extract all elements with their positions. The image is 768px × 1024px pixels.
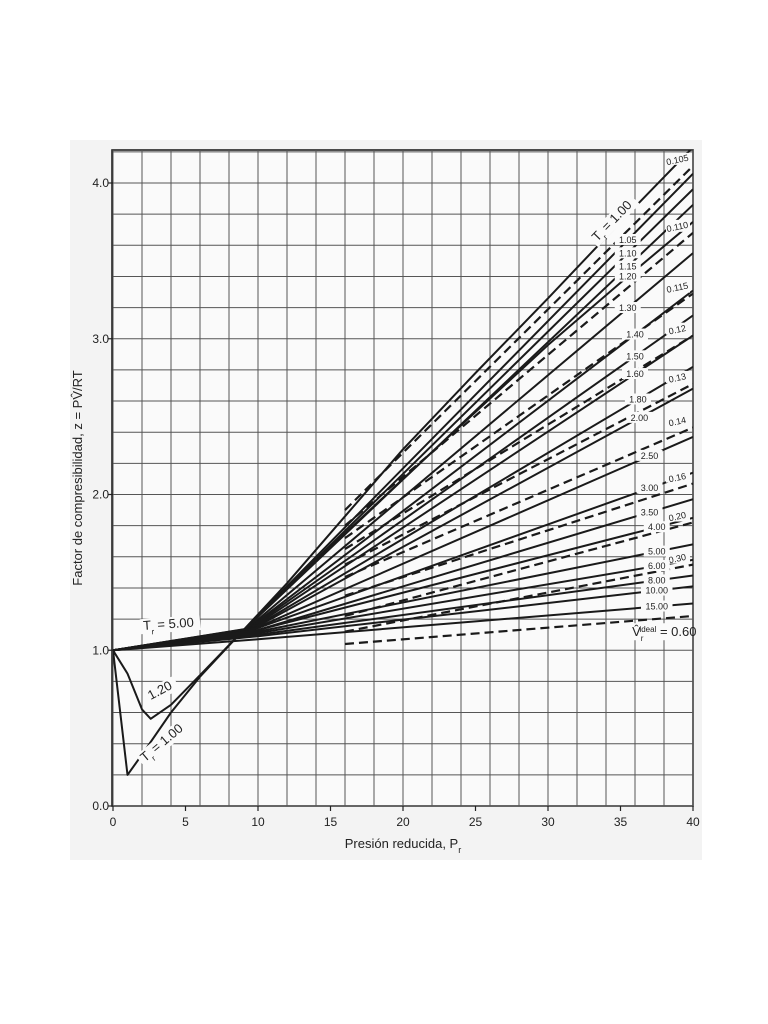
- x-tick-label: 35: [614, 815, 628, 829]
- x-tick-label: 5: [182, 815, 189, 829]
- ideal-label-bg: [628, 623, 691, 641]
- volume-label: 0.105: [665, 153, 689, 167]
- volume-label-bg: [666, 414, 690, 427]
- volume-curve: [344, 426, 693, 579]
- y-tick-label: 0.0: [92, 799, 109, 813]
- annotation-bg: [139, 615, 201, 635]
- volume-label: 0.16: [668, 471, 687, 484]
- annotation-bg: [587, 193, 640, 248]
- volume-label: 0.13: [668, 371, 687, 384]
- temperature-label: 3.00: [641, 483, 659, 493]
- volume-label: 0.12: [668, 323, 687, 336]
- temperature-label-bg: [614, 270, 641, 282]
- temperature-label-bg: [622, 328, 648, 340]
- temperature-label: 1.20: [619, 272, 637, 282]
- temperature-label: 3.50: [641, 507, 659, 517]
- x-tick-label: 20: [396, 815, 410, 829]
- x-tick-label: 25: [469, 815, 483, 829]
- volume-label-bg: [666, 280, 690, 293]
- temperature-label: 1.05: [619, 235, 637, 245]
- x-tick-label: 30: [541, 815, 555, 829]
- temperature-label: 1.10: [619, 248, 637, 258]
- volume-curve: [344, 521, 693, 618]
- y-tick-label: 1.0: [92, 643, 109, 657]
- temperature-label: 1.40: [626, 330, 644, 340]
- temperature-label-bg: [614, 233, 641, 245]
- x-tick-label: 15: [324, 815, 338, 829]
- temperature-label-bg: [643, 521, 670, 533]
- temperature-label: 1.60: [626, 369, 644, 379]
- volume-label: 0.20: [668, 510, 687, 523]
- temperature-label-bg: [626, 411, 653, 423]
- x-axis-title: Presión reducida, Pr: [345, 836, 461, 855]
- temperature-label-bg: [636, 506, 663, 518]
- temperature-label: 8.00: [648, 575, 666, 585]
- volume-label: 0.30: [668, 552, 687, 565]
- y-tick-label: 2.0: [92, 488, 109, 502]
- temperature-label: 2.00: [631, 413, 649, 423]
- volume-label-bg: [666, 509, 690, 522]
- temperature-label-bg: [622, 350, 648, 362]
- volume-label-bg: [666, 551, 690, 564]
- volume-curve: [344, 482, 693, 597]
- temperature-label-bg: [643, 545, 670, 557]
- annotation-bg: [142, 675, 180, 706]
- volume-curve: [344, 165, 693, 511]
- volume-label: 0.115: [666, 280, 689, 294]
- volume-label-bg: [666, 152, 690, 165]
- temperature-label: 6.00: [648, 561, 666, 571]
- axes: 0 5 10 15 20 25 30 35 40 0.0 1.0 2.0 3.0 4.0 Presión r…: [70, 176, 700, 855]
- annotation-text: Tr = 5.00: [143, 614, 195, 636]
- x-tick-label: 40: [686, 815, 700, 829]
- temperature-label-bg: [636, 482, 663, 494]
- temperature-label: 1.30: [619, 303, 637, 313]
- temperature-label: 2.50: [641, 451, 659, 461]
- temperature-label: 15.00: [645, 602, 668, 612]
- temperature-label: 1.80: [629, 394, 647, 404]
- temperature-label-bg: [624, 393, 651, 405]
- annotation-bg: [135, 717, 192, 768]
- temperature-curve: [113, 221, 693, 720]
- volume-label: 0.14: [668, 415, 687, 428]
- temperature-label-bg: [622, 368, 648, 380]
- y-tick-label: 3.0: [92, 332, 109, 346]
- temperature-label: 1.50: [626, 351, 644, 361]
- volume-curve: [344, 563, 693, 633]
- x-tick-label: 0: [110, 815, 117, 829]
- temperature-curve: [113, 602, 693, 652]
- volume-label-bg: [666, 470, 690, 483]
- temperature-label: 4.00: [648, 522, 666, 532]
- temperature-label-bg: [614, 247, 641, 259]
- y-axis-title: Factor de compresibilidad, z = PV̂/RT: [70, 370, 85, 585]
- temperature-label-bg: [614, 302, 641, 314]
- volume-label-bg: [666, 370, 690, 383]
- volume-label-bg: [666, 219, 690, 232]
- temperature-label-bg: [643, 574, 670, 586]
- annotation: Tr = 5.00: [139, 614, 201, 636]
- temperature-label-bg: [643, 560, 670, 572]
- y-tick-label: 4.0: [92, 176, 109, 190]
- temperature-label: 10.00: [645, 586, 668, 596]
- grid-lines: [112, 150, 694, 807]
- temperature-label-bg: [641, 584, 673, 596]
- temperature-label-bg: [614, 260, 641, 272]
- volume-curve: [344, 614, 693, 646]
- temperature-label: 5.00: [648, 547, 666, 557]
- temperature-label-bg: [636, 449, 663, 461]
- x-tick-label: 10: [251, 815, 265, 829]
- temperature-label: 1.15: [619, 262, 637, 272]
- volume-label: 0.110: [666, 220, 689, 234]
- temperature-curve: [113, 585, 693, 652]
- ideal-volume-label: V̂rideal = 0.60: [632, 624, 696, 643]
- volume-label-bg: [666, 322, 690, 335]
- temperature-label-bg: [641, 600, 673, 612]
